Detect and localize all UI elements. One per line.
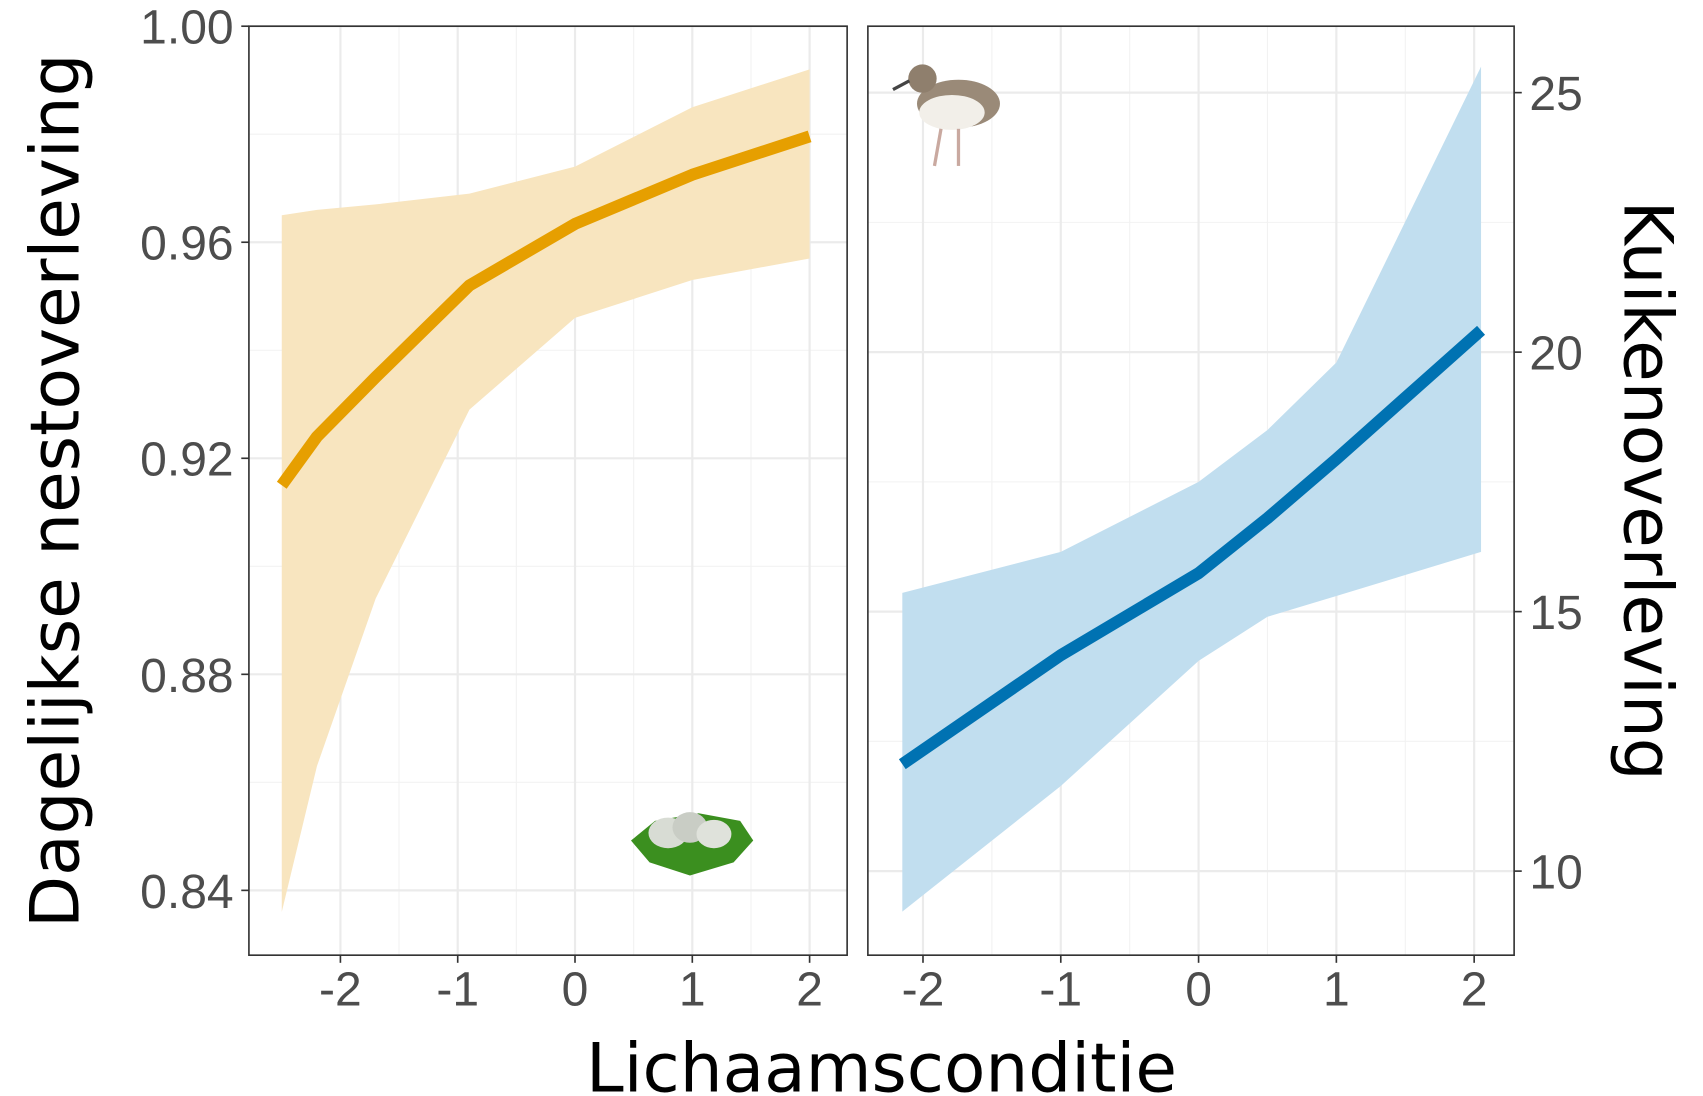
- line: [276, 130, 812, 489]
- panel-border: [867, 25, 1515, 956]
- x-tick-label: 2: [1461, 963, 1488, 1016]
- y-tick-label: 0.84: [140, 866, 233, 919]
- x-tick-label: -1: [436, 963, 479, 1016]
- plots: 0.84 0.88 0.92 0.96 1.00 -2 -1 0 1 2 Dagelijkse ne…: [16, 2, 1688, 1096]
- panel-border: [248, 25, 848, 956]
- y-tick-label: 0.96: [140, 218, 233, 271]
- x-tick-label: 1: [1323, 963, 1350, 1016]
- x-tick-label: 0: [562, 963, 589, 1016]
- y-tick-label: 25: [1529, 68, 1582, 121]
- bird-icon: [892, 64, 1000, 167]
- y-tick-label: 0.92: [140, 434, 233, 487]
- x-tick-label: 2: [796, 963, 823, 1016]
- x-tick-label: -1: [1039, 963, 1082, 1016]
- y-axis-label: Kuikenoverleving: [1608, 201, 1687, 781]
- confidence-band: [902, 66, 1482, 912]
- y-tick-label: 1.00: [140, 2, 233, 55]
- confidence-band: [281, 69, 810, 912]
- x-tick-label: -2: [902, 963, 945, 1016]
- x-tick-label: -2: [319, 963, 362, 1016]
- y-axis-label: Dagelijkse nestoverleving: [16, 53, 95, 928]
- line: [898, 325, 1486, 770]
- y-tick-label: 0.88: [140, 650, 233, 703]
- y-tick-label: 20: [1529, 328, 1582, 381]
- x-tick-label: 1: [679, 963, 706, 1016]
- x-axis-label: Lichaamsconditie: [586, 1029, 1177, 1096]
- y-tick-label: 10: [1529, 847, 1582, 900]
- x-tick-label: 0: [1185, 963, 1212, 1016]
- y-tick-label: 15: [1529, 587, 1582, 640]
- nest-icon: [630, 812, 754, 876]
